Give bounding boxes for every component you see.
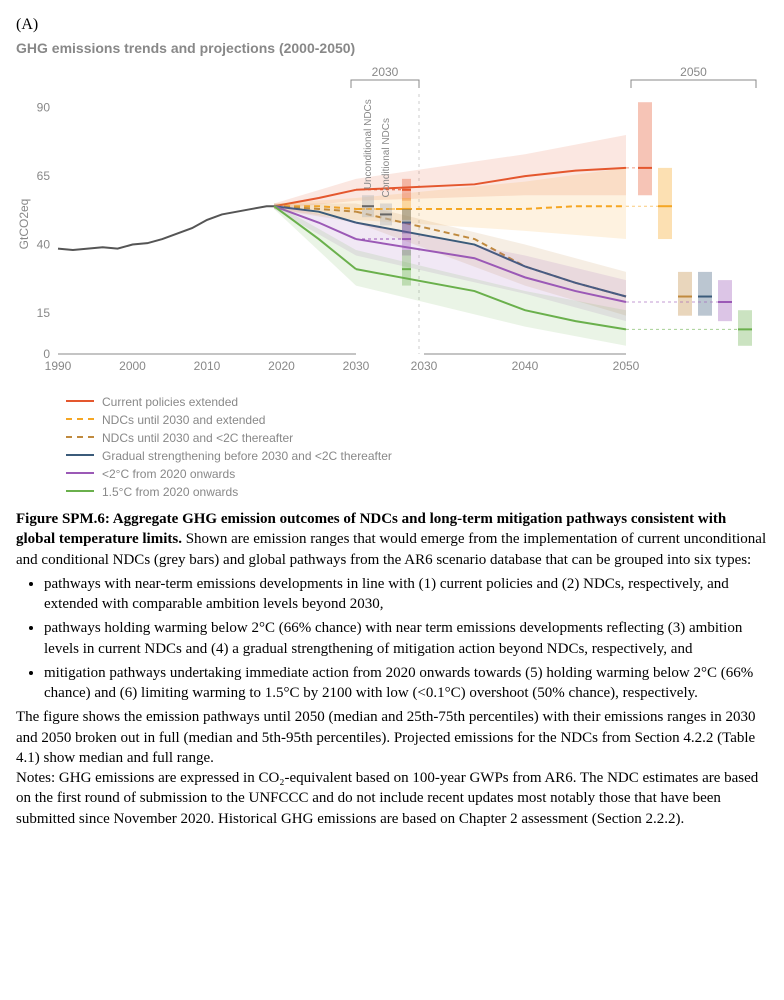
svg-text:2030: 2030 [372,65,399,79]
svg-text:2040: 2040 [512,359,539,373]
legend-label: NDCs until 2030 and extended [102,413,265,427]
legend-item: 1.5°C from 2020 onwards [66,485,768,499]
svg-text:2030: 2030 [411,359,438,373]
legend-item: NDCs until 2030 and <2C thereafter [66,431,768,445]
caption-bullet: mitigation pathways undertaking immediat… [44,663,768,704]
svg-text:2050: 2050 [680,65,707,79]
svg-text:Unconditional NDCs: Unconditional NDCs [363,99,374,189]
svg-text:1990: 1990 [45,359,72,373]
legend-label: 1.5°C from 2020 onwards [102,485,238,499]
svg-text:65: 65 [37,169,51,183]
chart-container: 015406590GtCO2eq199020002010202020302030… [16,64,768,389]
panel-label: (A) [16,16,768,34]
caption-notes: Notes: GHG emissions are expressed in CO… [16,768,768,829]
svg-text:2020: 2020 [268,359,295,373]
svg-text:2000: 2000 [119,359,146,373]
legend-swatch [66,472,94,476]
legend-label: Current policies extended [102,395,238,409]
caption-bullets: pathways with near-term emissions develo… [44,574,768,704]
caption-bullet: pathways with near-term emissions develo… [44,574,768,615]
legend-swatch [66,490,94,494]
chart-title: GHG emissions trends and projections (20… [16,40,768,56]
legend-label: <2°C from 2020 onwards [102,467,235,481]
svg-text:40: 40 [37,238,51,252]
legend-item: <2°C from 2020 onwards [66,467,768,481]
legend-item: NDCs until 2030 and extended [66,413,768,427]
caption-bullet: pathways holding warming below 2°C (66% … [44,618,768,659]
legend-item: Current policies extended [66,395,768,409]
emissions-chart: 015406590GtCO2eq199020002010202020302030… [16,64,768,384]
legend-swatch [66,436,94,440]
svg-text:15: 15 [37,306,51,320]
svg-text:2010: 2010 [194,359,221,373]
legend-label: Gradual strengthening before 2030 and <2… [102,449,392,463]
legend-label: NDCs until 2030 and <2C thereafter [102,431,293,445]
svg-text:2050: 2050 [613,359,640,373]
svg-text:2030: 2030 [343,359,370,373]
legend-item: Gradual strengthening before 2030 and <2… [66,449,768,463]
figure-caption: Figure SPM.6: Aggregate GHG emission out… [16,509,768,829]
legend-swatch [66,400,94,404]
caption-trail: The figure shows the emission pathways u… [16,707,768,768]
svg-text:Conditional NDCs: Conditional NDCs [381,118,392,197]
legend-swatch [66,418,94,422]
legend: Current policies extended NDCs until 2030… [66,395,768,499]
legend-swatch [66,454,94,458]
svg-text:90: 90 [37,101,51,115]
svg-text:GtCO2eq: GtCO2eq [17,199,31,250]
